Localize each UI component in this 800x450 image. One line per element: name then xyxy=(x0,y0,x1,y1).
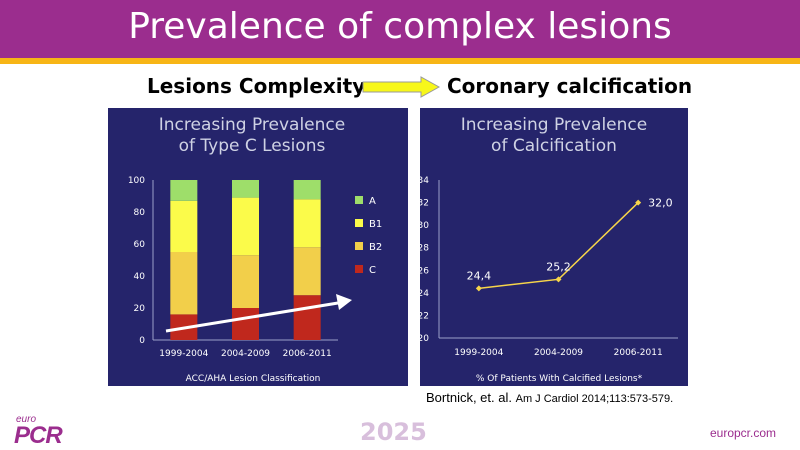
y-tick-label: 20 xyxy=(134,304,146,314)
chart-title-line: of Calcification xyxy=(491,136,617,156)
series-line xyxy=(478,202,639,290)
y-tick-label: 30 xyxy=(420,221,429,231)
y-tick-label: 22 xyxy=(420,311,429,321)
data-point xyxy=(475,285,482,292)
legend-swatch-c xyxy=(355,265,363,273)
legend-swatch-a xyxy=(355,196,363,204)
y-tick-label: 80 xyxy=(134,208,146,218)
bar-segment-b2 xyxy=(293,247,321,296)
logo-pcr-text: PCR xyxy=(14,422,63,449)
y-tick-label: 40 xyxy=(134,272,146,282)
legend-label-c: C xyxy=(369,265,376,276)
bar-segment-b2 xyxy=(170,252,198,315)
data-label: 24,4 xyxy=(467,269,492,282)
bar-segment-c xyxy=(293,295,321,340)
y-tick-label: 32 xyxy=(420,199,429,209)
legend-swatch-b1 xyxy=(355,219,363,227)
lesion-chart-panel: Increasing Prevalence of Type C Lesions 0 2… xyxy=(108,108,408,386)
site-url: europcr.com xyxy=(709,426,776,440)
legend-swatch-b2 xyxy=(355,242,363,250)
bar-segment-a xyxy=(232,180,259,198)
bar-segment-b2 xyxy=(232,255,259,308)
legend-label-b1: B1 xyxy=(369,219,382,230)
bar-segment-c xyxy=(232,308,259,340)
y-tick-label: 20 xyxy=(420,334,429,344)
bar-segment-a xyxy=(170,180,198,201)
trend-arrow-head xyxy=(336,294,352,310)
year-badge: 2025 xyxy=(360,418,427,446)
x-tick-label: 2006-2011 xyxy=(614,348,663,358)
trend-arrow-shaft xyxy=(165,301,339,333)
arrow-icon xyxy=(361,76,441,98)
title-bar xyxy=(0,0,800,58)
calcification-chart-panel: Increasing Prevalence of Calcification 20 2… xyxy=(420,108,688,386)
x-axis-title: ACC/AHA Lesion Classification xyxy=(186,374,321,384)
left-heading: Lesions Complexity xyxy=(147,74,366,98)
y-tick-label: 24 xyxy=(420,289,429,299)
bar-segment-b1 xyxy=(232,197,259,256)
legend-label-a: A xyxy=(369,196,376,207)
x-axis-title: % Of Patients With Calcified Lesions* xyxy=(476,374,643,384)
data-point xyxy=(555,276,562,283)
x-tick-label: 2006-2011 xyxy=(283,349,332,359)
data-point xyxy=(635,199,642,206)
citation-authors: Bortnick, et. al. xyxy=(426,390,512,405)
x-tick-label: 1999-2004 xyxy=(454,348,503,358)
x-tick-label: 1999-2004 xyxy=(159,349,208,359)
citation: Bortnick, et. al. Am J Cardiol 2014;113:… xyxy=(426,390,673,405)
y-tick-label: 100 xyxy=(128,176,145,186)
y-tick-label: 28 xyxy=(420,244,429,254)
y-tick-label: 0 xyxy=(139,336,145,346)
data-label: 32,0 xyxy=(648,197,673,210)
europcr-logo: euro PCR xyxy=(14,414,63,449)
title-underline xyxy=(0,58,800,64)
y-tick-label: 34 xyxy=(420,176,429,186)
logo-euro-text: euro xyxy=(16,414,37,425)
chart-title-line: of Type C Lesions xyxy=(179,136,326,156)
right-heading: Coronary calcification xyxy=(447,74,693,98)
chart-title-line: Increasing Prevalence xyxy=(159,115,345,135)
chart-title-line: Increasing Prevalence xyxy=(461,115,647,135)
x-tick-label: 2004-2009 xyxy=(221,349,270,359)
y-tick-label: 60 xyxy=(134,240,146,250)
citation-journal: Am J Cardiol 2014;113:573-579. xyxy=(515,393,674,405)
legend-label-b2: B2 xyxy=(369,242,382,253)
slide-title: Prevalence of complex lesions xyxy=(128,6,672,47)
bar-segment-b1 xyxy=(170,200,198,252)
data-label: 25,2 xyxy=(546,260,571,273)
bar-segment-a xyxy=(293,180,321,200)
y-tick-label: 26 xyxy=(420,266,429,276)
bar-segment-b1 xyxy=(293,199,321,248)
x-tick-label: 2004-2009 xyxy=(534,348,583,358)
